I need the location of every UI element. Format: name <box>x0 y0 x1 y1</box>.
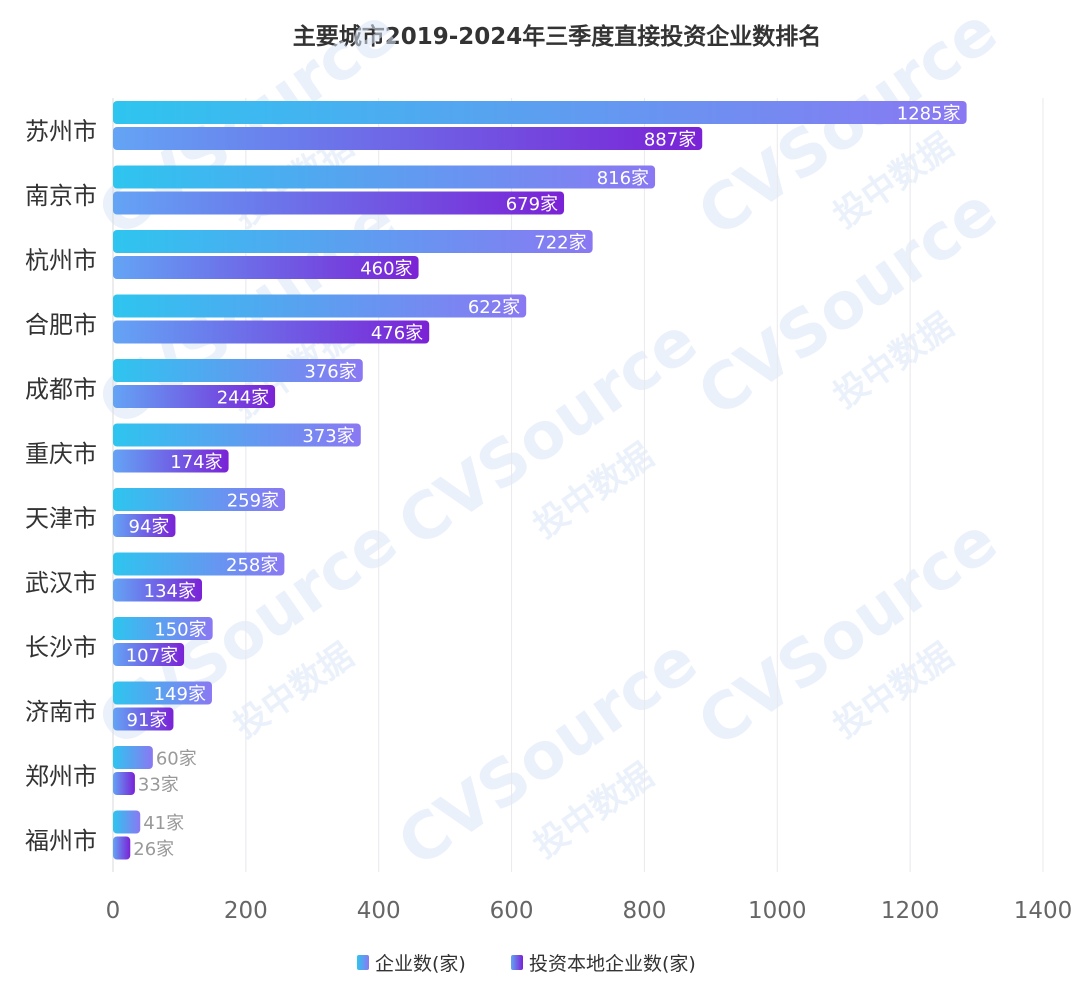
bar-local-investment <box>113 643 185 666</box>
legend-label-local-investment[interactable]: 投资本地企业数(家) <box>529 953 696 975</box>
bar-local-investment <box>113 772 135 795</box>
x-tick-label: 0 <box>106 898 121 924</box>
x-tick-label: 200 <box>224 898 268 924</box>
bar-enterprises <box>113 294 527 318</box>
data-label-local-investment: 174家 <box>170 452 222 473</box>
category-label: 苏州市 <box>25 117 97 145</box>
x-tick-label: 1400 <box>1014 898 1073 924</box>
category-label: 成都市 <box>25 375 97 403</box>
category-label: 郑州市 <box>25 762 97 790</box>
category-label: 南京市 <box>25 182 97 210</box>
bar-local-investment <box>113 514 176 537</box>
bar-enterprises <box>113 359 363 382</box>
data-label-local-investment: 244家 <box>217 388 269 409</box>
legend: 企业数(家) 投资本地企业数(家) <box>357 953 696 975</box>
category-label: 武汉市 <box>25 569 97 597</box>
data-label-enterprises: 1285家 <box>897 104 961 125</box>
data-label-local-investment: 460家 <box>360 259 412 280</box>
x-tick-label: 1000 <box>748 898 807 924</box>
bar-enterprises <box>113 101 967 124</box>
bar-enterprises <box>113 746 153 769</box>
chart-title: 主要城市2019-2024年三季度直接投资企业数排名 <box>293 23 822 50</box>
data-label-local-investment: 91家 <box>127 710 168 731</box>
category-label: 长沙市 <box>25 633 97 661</box>
data-label-local-investment: 476家 <box>371 323 423 344</box>
data-label-local-investment: 107家 <box>126 646 178 667</box>
bar-enterprises <box>113 552 285 576</box>
data-label-local-investment: 134家 <box>144 581 196 602</box>
bar-enterprises <box>113 423 361 447</box>
bar-local-investment <box>113 256 419 279</box>
bar-local-investment <box>113 449 229 473</box>
category-label: 重庆市 <box>25 440 97 468</box>
bar-local-investment <box>113 578 203 602</box>
data-label-enterprises: 722家 <box>534 233 586 254</box>
data-label-local-investment: 887家 <box>644 130 696 151</box>
bar-enterprises <box>113 810 141 834</box>
data-label-enterprises: 258家 <box>226 555 278 576</box>
category-label: 福州市 <box>25 827 97 855</box>
category-label: 天津市 <box>25 504 97 532</box>
bar-enterprises <box>113 617 213 640</box>
category-label: 杭州市 <box>25 246 97 274</box>
data-label-enterprises: 60家 <box>156 749 197 770</box>
data-label-local-investment: 26家 <box>133 839 174 860</box>
bar-enterprises <box>113 488 286 511</box>
bar-local-investment <box>113 707 174 731</box>
x-tick-label: 800 <box>622 898 666 924</box>
bar-local-investment <box>113 191 565 215</box>
category-label: 合肥市 <box>25 311 97 339</box>
bar-local-investment <box>113 127 703 150</box>
grid-layer <box>112 98 1044 872</box>
data-label-local-investment: 94家 <box>129 517 170 538</box>
data-label-enterprises: 41家 <box>143 813 184 834</box>
bar-layer: 1285家 887家 816家 679家 722家 460家 622家 476家 376家 244… <box>113 101 967 860</box>
legend-swatch-enterprises[interactable] <box>357 955 369 970</box>
data-label-enterprises: 149家 <box>154 684 206 705</box>
category-label: 济南市 <box>25 698 97 726</box>
x-tick-label: 600 <box>490 898 534 924</box>
data-label-enterprises: 376家 <box>304 362 356 383</box>
x-tick-label: 400 <box>357 898 401 924</box>
legend-swatch-local-investment[interactable] <box>511 955 523 970</box>
data-label-local-investment: 33家 <box>138 775 179 796</box>
data-label-enterprises: 816家 <box>597 168 649 189</box>
data-label-enterprises: 622家 <box>468 297 520 318</box>
bar-local-investment <box>113 385 276 408</box>
data-label-enterprises: 373家 <box>302 426 354 447</box>
value-axis: 0 200 400 600 800 1000 1200 1400 <box>106 898 1073 924</box>
bar-enterprises <box>113 230 593 253</box>
bar-local-investment <box>113 836 131 860</box>
bar-local-investment <box>113 320 430 344</box>
data-label-local-investment: 679家 <box>506 194 558 215</box>
data-label-enterprises: 150家 <box>154 620 206 641</box>
legend-label-enterprises[interactable]: 企业数(家) <box>375 953 466 975</box>
bar-enterprises <box>113 165 656 189</box>
x-tick-label: 1200 <box>881 898 940 924</box>
data-label-enterprises: 259家 <box>227 491 279 512</box>
bar-enterprises <box>113 681 212 705</box>
